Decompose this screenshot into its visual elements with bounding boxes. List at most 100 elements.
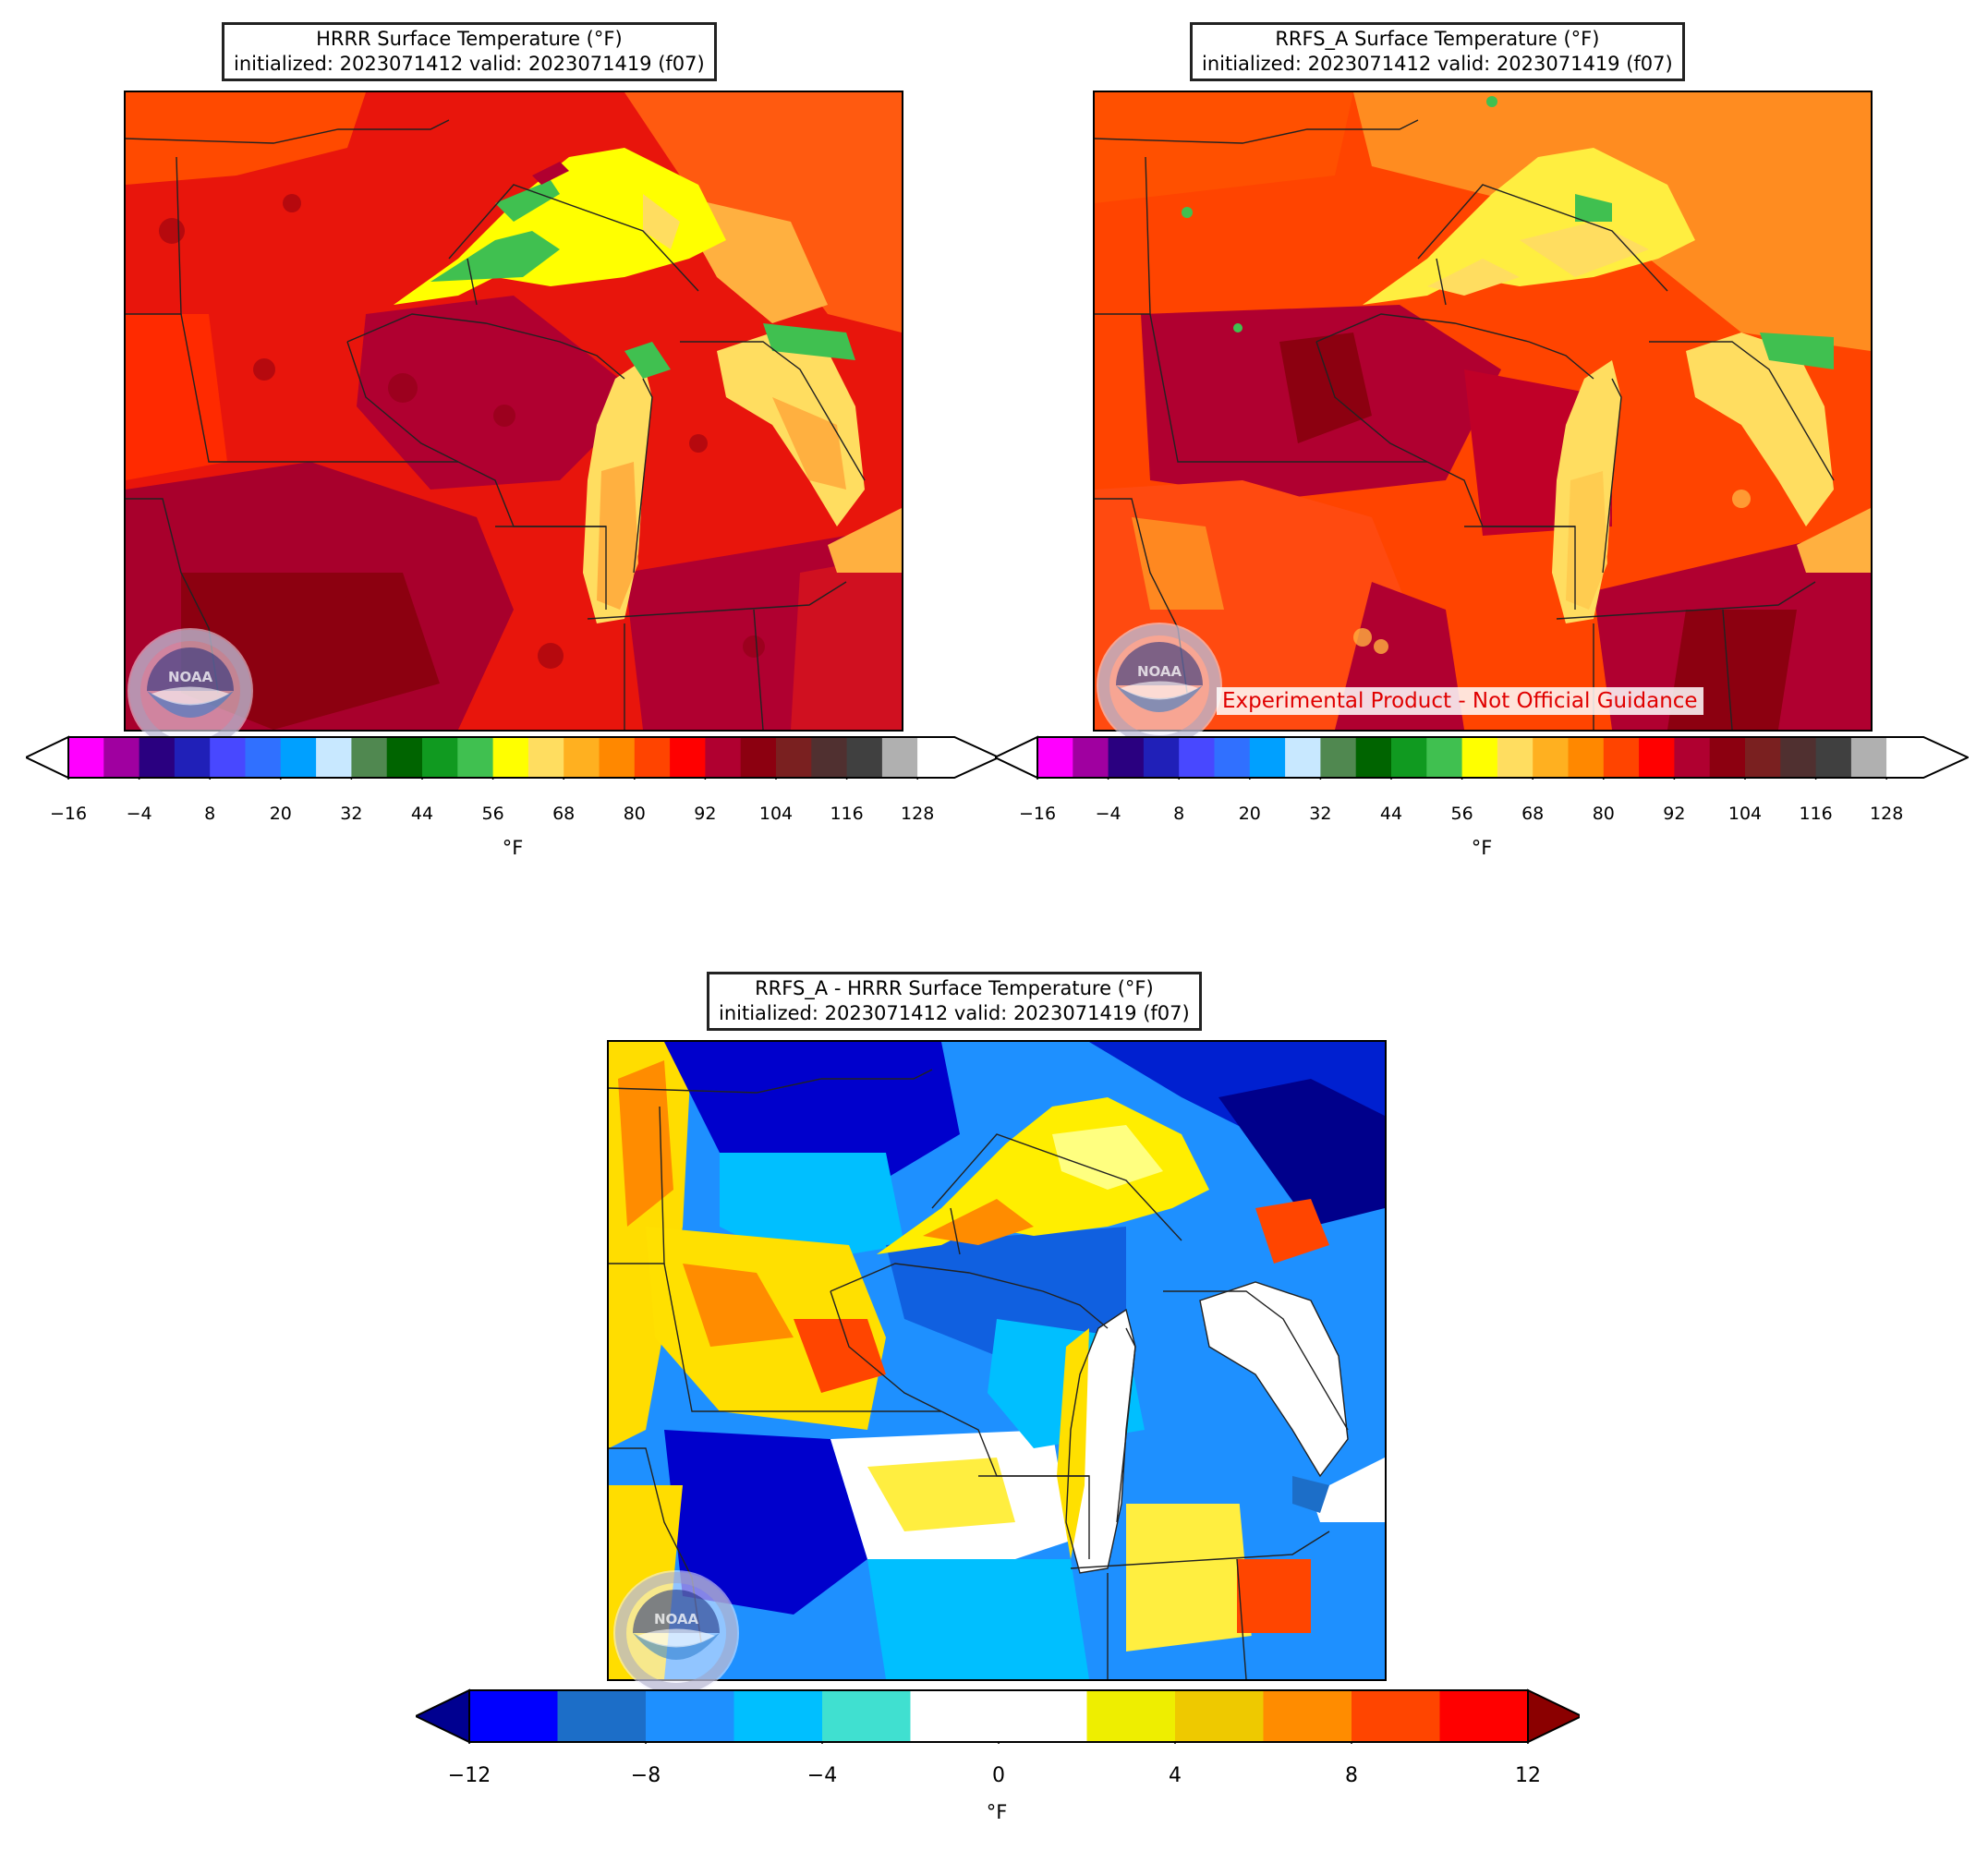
diff-colorbar-swatch [999,1690,1087,1742]
rrfs-colorbar-swatch [1214,737,1251,778]
rrfs-colorbar-tick-label: 32 [1309,804,1332,824]
diff-colorbar-swatch [469,1690,558,1742]
rrfs-colorbar-under-extend [992,735,1038,780]
rrfs-colorbar-tick-label: 80 [1592,804,1615,824]
diff-colorbar-unit: °F [986,1801,1008,1823]
rrfs-colorbar-outline [1036,736,1970,779]
diff-colorbar-swatch [646,1690,734,1742]
hrrr-colorbar-tick-label: 20 [269,804,292,824]
hrrr-colorbar-swatch [881,737,918,778]
hrrr-colorbar-swatch [457,737,494,778]
rrfs-colorbar-swatch [1780,737,1817,778]
hrrr-colorbar-swatch [599,737,636,778]
noaa-logo-rrfs: NOAA [1097,623,1222,748]
diff-colorbar-under-extend [413,1688,470,1744]
rrfs-colorbar-swatch [1355,737,1392,778]
hrrr-colorbar-swatch [670,737,706,778]
rrfs-colorbar-swatch [1603,737,1640,778]
diff-colorbar-tick-label: 8 [1345,1764,1358,1787]
diff-colorbar-swatch [910,1690,1000,1742]
diff-colorbar-tick-label: 4 [1169,1764,1182,1787]
hrrr-colorbar-tick-label: 32 [340,804,363,824]
hrrr-colorbar-swatch [634,737,671,778]
diff-colorbar-tick-label: −12 [447,1764,491,1787]
difference-map [607,1040,1387,1681]
hrrr-colorbar-swatch [351,737,388,778]
rrfs-colorbar-swatch [1568,737,1605,778]
rrfs-colorbar-tick-label: 116 [1799,804,1833,824]
rrfs-colorbar-swatch [1709,737,1746,778]
hrrr-colorbar [23,735,1001,791]
diff-colorbar-tick-label: −4 [806,1764,838,1787]
rrfs-colorbar-tick-label: 20 [1238,804,1261,824]
diff-colorbar-tick-label: 0 [992,1764,1005,1787]
rrfs-temperature-map [1093,91,1873,732]
rrfs-colorbar-tick-label: 44 [1379,804,1403,824]
hrrr-colorbar-tick-label: −16 [49,804,88,824]
noaa-logo-text: NOAA [654,1611,699,1627]
diff-title: RRFS_A - HRRR Surface Temperature (°F) i… [707,972,1202,1031]
hrrr-title-line2: initialized: 2023071412 valid: 202307141… [234,53,705,75]
rrfs-colorbar-tick-label: 56 [1450,804,1473,824]
diff-colorbar-swatch [1352,1690,1440,1742]
diff-colorbar-swatch [733,1690,823,1742]
diff-colorbar-strip [413,1688,1584,1744]
rrfs-colorbar-swatch [1850,737,1887,778]
diff-colorbar-swatch [557,1690,647,1742]
diff-colorbar-swatch [822,1690,911,1742]
diff-colorbar-swatch [1439,1690,1529,1742]
hrrr-colorbar-swatch [103,737,140,778]
hrrr-colorbar-tick-label: 80 [623,804,646,824]
rrfs-colorbar-swatch [1674,737,1711,778]
hrrr-colorbar-tick-label: 92 [694,804,717,824]
rrfs-colorbar-swatch [1143,737,1180,778]
rrfs-colorbar-swatch [1745,737,1781,778]
hrrr-colorbar-tick-label: 104 [758,804,794,824]
hrrr-colorbar-swatch [245,737,282,778]
rrfs-colorbar-swatch [1461,737,1498,778]
hrrr-colorbar-swatch [210,737,246,778]
rrfs-colorbar-tick-label: 8 [1173,804,1185,824]
hrrr-colorbar-swatch [316,737,352,778]
rrfs-title-line2: initialized: 2023071412 valid: 202307141… [1202,53,1673,75]
hrrr-colorbar-outline [67,736,1001,779]
rrfs-colorbar-swatch [1391,737,1427,778]
rrfs-colorbar-swatch [1497,737,1533,778]
hrrr-colorbar-tick-label: 116 [830,804,864,824]
rrfs-colorbar [992,735,1970,791]
hrrr-colorbar-over-extend [917,737,1000,778]
hrrr-colorbar-swatch [386,737,423,778]
rrfs-colorbar-swatch [1179,737,1215,778]
hrrr-colorbar-swatch [776,737,812,778]
diff-colorbar-swatch [1263,1690,1352,1742]
noaa-logo-hrrr: NOAA [127,628,253,754]
hrrr-colorbar-swatch [811,737,848,778]
rrfs-colorbar-tick-label: 68 [1521,804,1545,824]
hrrr-colorbar-tick-label: −4 [126,804,152,824]
noaa-logo-diff: NOAA [613,1570,739,1696]
hrrr-colorbar-under-extend [23,735,69,780]
hrrr-title-line1: HRRR Surface Temperature (°F) [316,28,623,50]
rrfs-colorbar-swatch [1108,737,1145,778]
hrrr-colorbar-swatch [68,737,104,778]
rrfs-colorbar-swatch [1073,737,1109,778]
hrrr-colorbar-swatch [564,737,600,778]
hrrr-colorbar-tick-label: 68 [552,804,576,824]
hrrr-colorbar-strip [23,735,1001,783]
diff-colorbar-over-extend [1527,1688,1584,1744]
rrfs-colorbar-swatch [1533,737,1569,778]
rrfs-colorbar-swatch [1639,737,1675,778]
hrrr-colorbar-swatch [174,737,211,778]
rrfs-title: RRFS_A Surface Temperature (°F) initiali… [1190,22,1685,81]
rrfs-colorbar-swatch [1037,737,1073,778]
hrrr-colorbar-swatch [740,737,777,778]
rrfs-colorbar-tick-label: 92 [1663,804,1686,824]
rrfs-colorbar-strip [992,735,1970,783]
experimental-disclaimer: Experimental Product - Not Official Guid… [1217,687,1703,715]
diff-colorbar [413,1688,1584,1744]
hrrr-colorbar-tick-label: 8 [204,804,216,824]
diff-title-line1: RRFS_A - HRRR Surface Temperature (°F) [755,977,1154,999]
hrrr-colorbar-swatch [705,737,742,778]
noaa-logo-text: NOAA [1137,663,1182,680]
diff-colorbar-swatch [1086,1690,1176,1742]
